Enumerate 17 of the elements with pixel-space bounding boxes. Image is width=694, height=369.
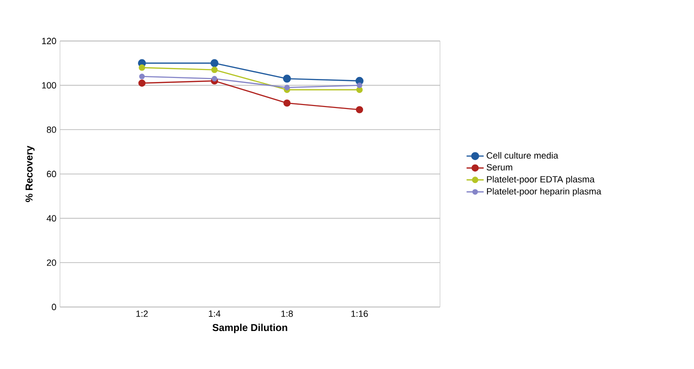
y-tick-label: 0: [52, 304, 56, 310]
y-tick-label: 80: [46, 126, 56, 133]
x-tick-label: 1:8: [281, 310, 293, 317]
x-axis-title: Sample Dilution: [212, 324, 288, 334]
x-tick-label: 1:16: [351, 310, 368, 317]
y-tick-label: 60: [46, 170, 56, 178]
y-axis-title: % Recovery: [26, 146, 35, 202]
y-tick-label: 40: [46, 215, 56, 222]
legend-label: Platelet-poor EDTA plasma: [487, 176, 595, 184]
x-tick-label: 1:4: [208, 310, 220, 317]
y-tick-label: 20: [46, 259, 56, 266]
x-tick-label: 1:2: [136, 310, 148, 317]
legend-label: Platelet-poor heparin plasma: [487, 188, 602, 196]
legend-label: Serum: [486, 164, 512, 170]
y-tick-label: 120: [42, 38, 56, 44]
y-tick-label: 100: [42, 82, 56, 89]
legend-label: Cell culture media: [486, 152, 558, 159]
